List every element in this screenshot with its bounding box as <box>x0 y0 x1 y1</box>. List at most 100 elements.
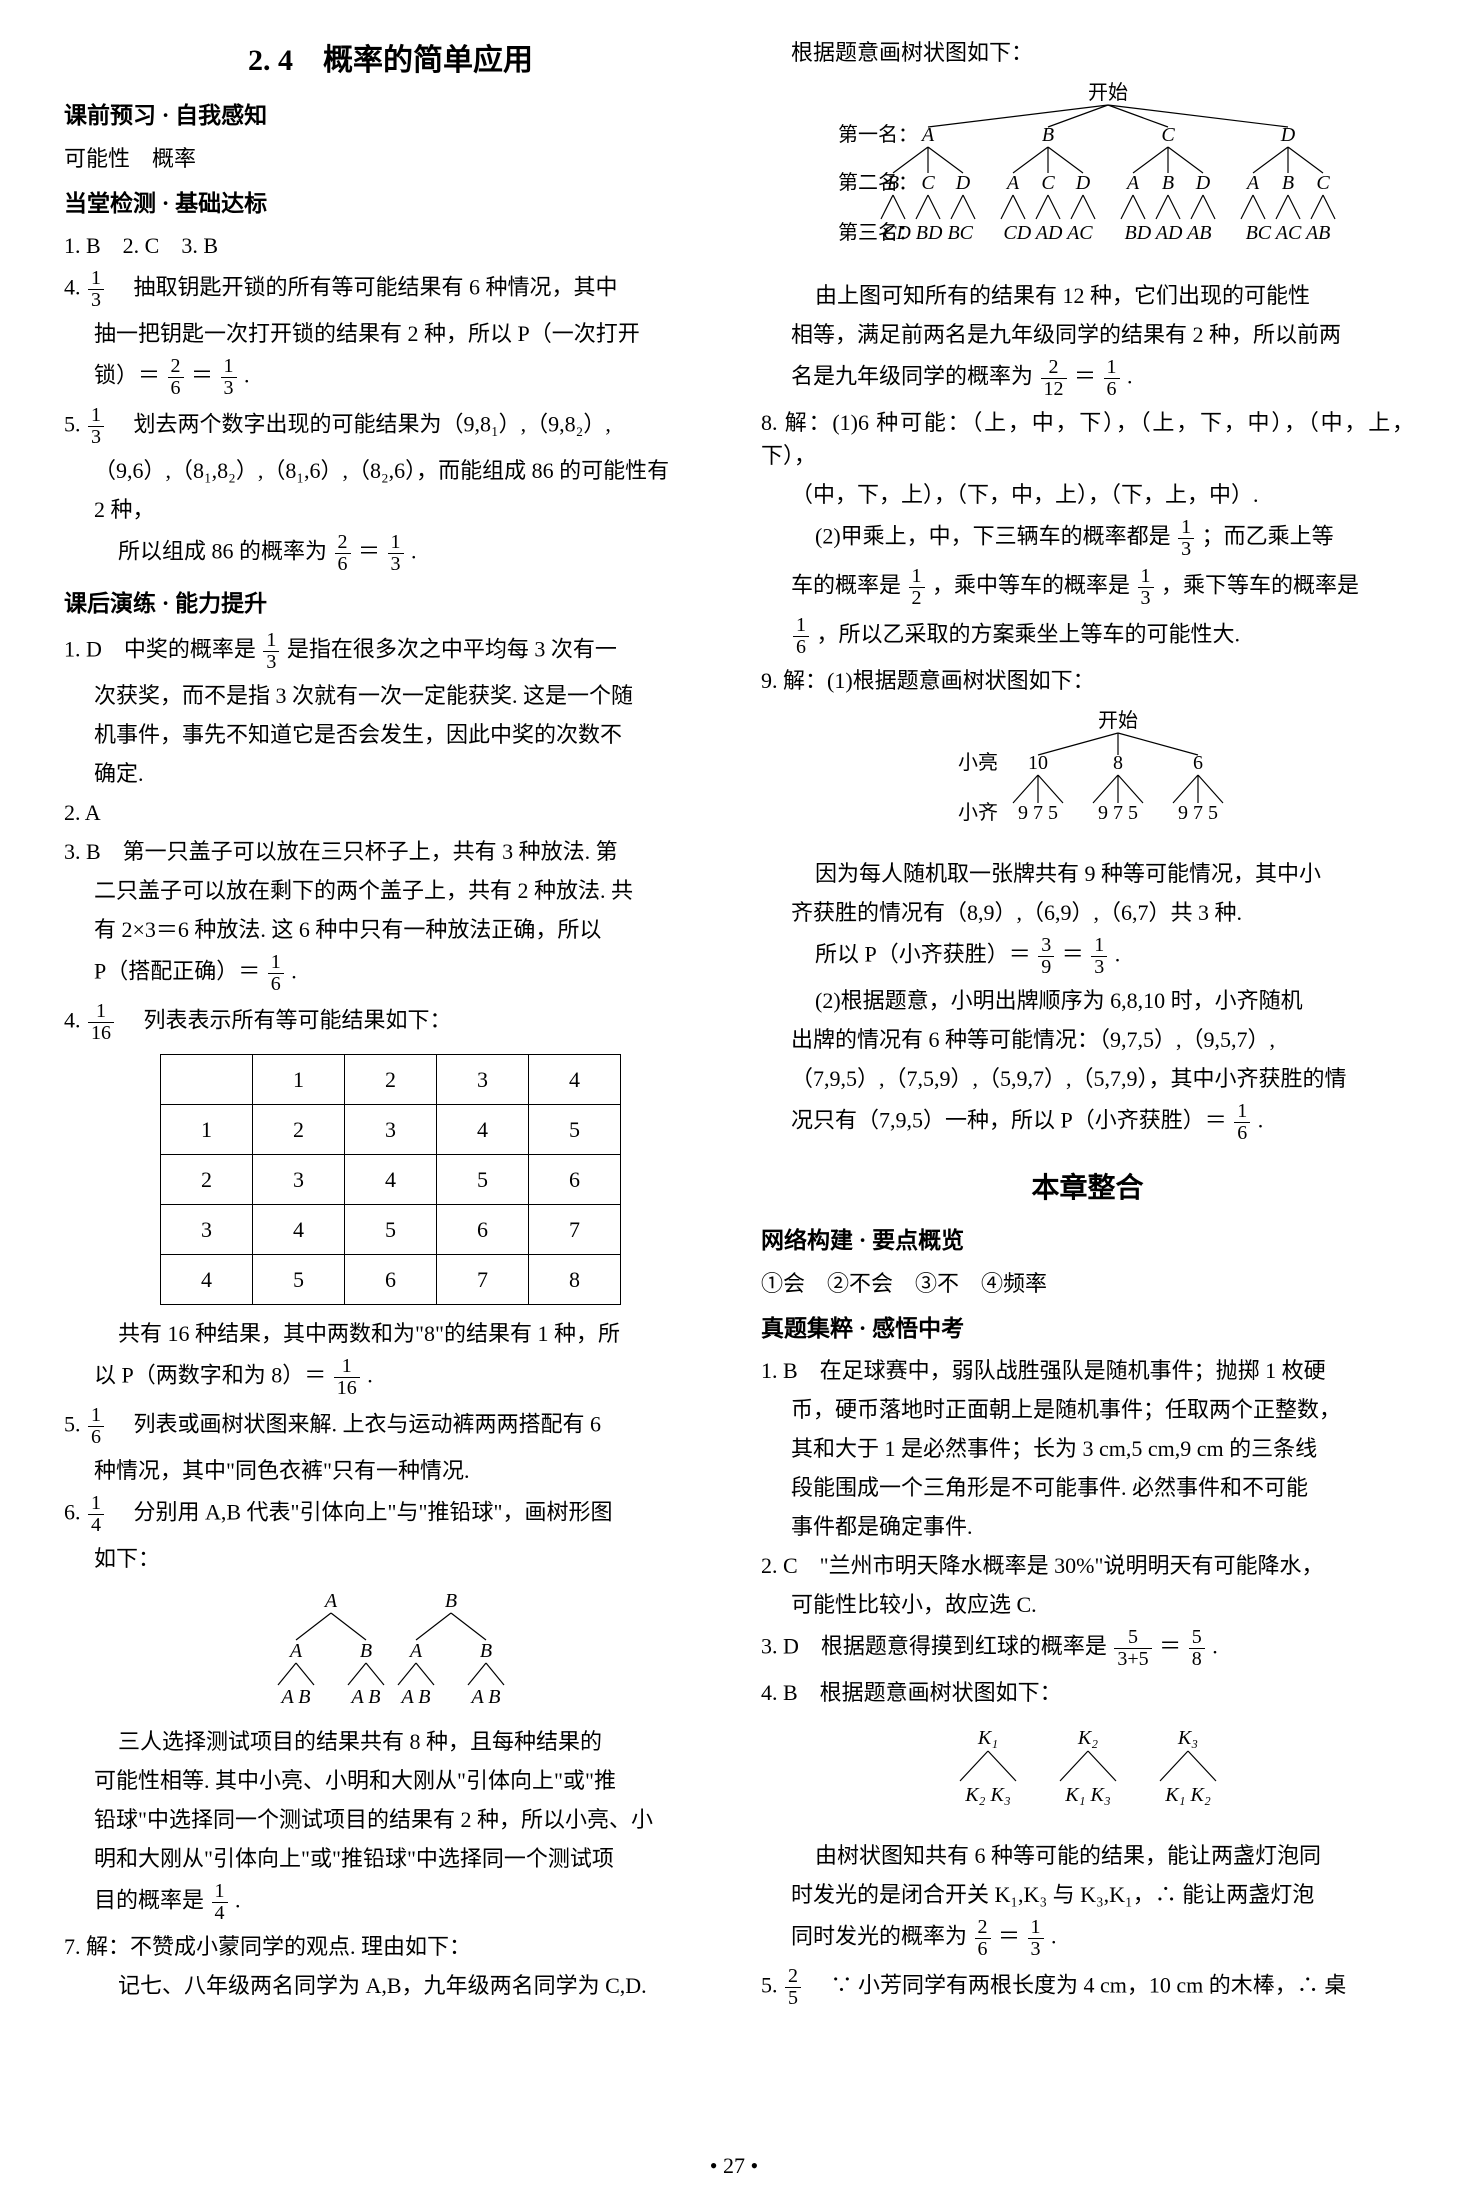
text: ＝ <box>191 363 213 388</box>
b5-prefix: 5. <box>761 1973 783 1998</box>
text: 相等，满足前两名是九年级同学的结果有 2 种，所以前两 <box>761 318 1414 351</box>
text: 因为每人随机取一张牌共有 9 种等可能情况，其中小 <box>761 857 1414 890</box>
table-cell: 7 <box>437 1254 529 1304</box>
fraction: 13 <box>221 356 237 399</box>
fraction: 26 <box>335 532 351 575</box>
table-cell: 8 <box>529 1254 621 1304</box>
text: 记七、八年级两名同学为 A,B，九年级两名同学为 C,D. <box>64 1969 717 2002</box>
svg-text:C: C <box>1161 124 1175 146</box>
text: (2)甲乘上，中，下三辆车的概率都是 <box>815 524 1171 549</box>
svg-text:B: B <box>479 1640 491 1662</box>
q5-line1: 5. 13 划去两个数字出现的可能结果为（9,8₁）,（9,8₂）, <box>64 405 717 448</box>
table-cell: 5 <box>529 1104 621 1154</box>
text: . <box>1258 1108 1264 1133</box>
q4-line3: 锁）＝ 26 ＝ 13 . <box>64 356 717 399</box>
svg-text:B: B <box>1041 124 1053 146</box>
text: 所以组成 86 的概率为 <box>118 539 327 564</box>
p5-line1: 5. 16 列表或画树状图来解. 上衣与运动裤两两搭配有 6 <box>64 1405 717 1448</box>
table-cell: 3 <box>253 1154 345 1204</box>
text: ，乘下等车的概率是 <box>1161 573 1359 598</box>
r8-line4: 车的概率是 12 ，乘中等车的概率是 13 ，乘下等车的概率是 <box>761 566 1414 609</box>
p6-line7: 目的概率是 14 . <box>64 1881 717 1924</box>
svg-text:BD AD AB: BD AD AB <box>1124 222 1211 244</box>
text: ＝ <box>1159 1634 1181 1659</box>
text: 三人选择测试项目的结果共有 8 种，且每种结果的 <box>64 1725 717 1758</box>
table-cell: 3 <box>161 1204 253 1254</box>
table-cell <box>161 1054 253 1104</box>
text: 种情况，其中"同色衣裤"只有一种情况. <box>64 1454 717 1487</box>
sec-head-network: 网络构建 · 要点概览 <box>761 1224 1414 1259</box>
text: 分别用 A,B 代表"引体向上"与"推铅球"，画树形图 <box>112 1499 613 1524</box>
text: ，所以乙采取的方案乘坐上等车的可能性大. <box>817 622 1241 647</box>
text: 机事件，事先不知道它是否会发生，因此中奖的次数不 <box>64 718 717 751</box>
q4-prefix: 4. <box>64 275 86 300</box>
svg-text:B: B <box>444 1590 456 1612</box>
sec-head-preview: 课前预习 · 自我感知 <box>64 99 717 134</box>
p4-line3: 以 P（两数字和为 8）＝ 116 . <box>64 1356 717 1399</box>
fraction: 13 <box>88 268 104 311</box>
text: . <box>1115 942 1121 967</box>
text: 如下： <box>64 1542 717 1575</box>
q5-line4: 所以组成 86 的概率为 26 ＝ 13 . <box>64 532 717 575</box>
text: . <box>1127 364 1133 389</box>
text: 名是九年级同学的概率为 <box>791 364 1033 389</box>
text: 有 2×3＝6 种放法. 这 6 种中只有一种放法正确，所以 <box>64 913 717 946</box>
fraction: 13 <box>388 532 404 575</box>
text: ∵ 小芳同学有两根长度为 4 cm，10 cm 的木棒，∴ 桌 <box>809 1973 1347 1998</box>
text: （中，下，上），（下，中，上），（下，上，中）. <box>761 478 1414 511</box>
fraction: 16 <box>1104 357 1120 400</box>
table-cell: 2 <box>161 1154 253 1204</box>
p6-line1: 6. 14 分别用 A,B 代表"引体向上"与"推铅球"，画树形图 <box>64 1493 717 1536</box>
svg-text:C: C <box>921 172 935 194</box>
table-cell: 3 <box>437 1054 529 1104</box>
table-cell: 2 <box>253 1104 345 1154</box>
svg-text:8: 8 <box>1113 752 1123 774</box>
svg-text:A: A <box>919 124 934 146</box>
table-cell: 7 <box>529 1204 621 1254</box>
svg-text:K₃: K₃ <box>1176 1727 1197 1749</box>
fraction: 26 <box>168 356 184 399</box>
text: 划去两个数字出现的可能结果为（9,8₁）,（9,8₂）, <box>112 412 611 437</box>
svg-text:A B: A B <box>279 1686 310 1708</box>
svg-text:K₁: K₁ <box>976 1727 997 1749</box>
text: ；而乙乘上等 <box>1202 524 1334 549</box>
svg-text:开始: 开始 <box>1098 709 1138 732</box>
fraction: 212 <box>1041 357 1067 400</box>
text: 根据题意画树状图如下： <box>761 36 1414 69</box>
text: 1. D 中奖的概率是 <box>64 636 256 661</box>
svg-text:小亮: 小亮 <box>958 751 998 774</box>
text: 可能性比较小，故应选 C. <box>761 1588 1414 1621</box>
p3-line4: P（搭配正确）＝ 16 . <box>64 952 717 995</box>
text: ＝ <box>1062 942 1084 967</box>
left-column: 2. 4 概率的简单应用 课前预习 · 自我感知 可能性 概率 当堂检测 · 基… <box>50 30 739 2015</box>
svg-text:D: D <box>1279 124 1295 146</box>
svg-text:B: B <box>886 172 898 194</box>
svg-text:A: A <box>1124 172 1139 194</box>
b4-line4: 同时发光的概率为 26 ＝ 13 . <box>761 1917 1414 1960</box>
table-cell: 4 <box>161 1254 253 1304</box>
fraction: 13 <box>88 405 104 448</box>
chapter-summary-title: 本章整合 <box>761 1168 1414 1210</box>
r9-line4: 所以 P（小齐获胜）＝ 39 ＝ 13 . <box>761 935 1414 978</box>
svg-text:D: D <box>954 172 970 194</box>
text: 1. B 在足球赛中，弱队战胜强队是随机事件；抛掷 1 枚硬 <box>761 1354 1414 1387</box>
text: 3. B 第一只盖子可以放在三只杯子上，共有 3 种放法. 第 <box>64 835 717 868</box>
q5-prefix: 5. <box>64 412 86 437</box>
table-cell: 3 <box>345 1104 437 1154</box>
fraction: 14 <box>212 1881 228 1924</box>
r8-line5: 16 ，所以乙采取的方案乘坐上等车的可能性大. <box>761 615 1414 658</box>
svg-text:A: A <box>1004 172 1019 194</box>
table-cell: 5 <box>253 1254 345 1304</box>
svg-text:C: C <box>1041 172 1055 194</box>
table-cell: 5 <box>437 1154 529 1204</box>
text: 锁）＝ <box>94 363 160 388</box>
text: 列表或画树状图来解. 上衣与运动裤两两搭配有 6 <box>112 1411 602 1436</box>
r4-line: 名是九年级同学的概率为 212 ＝ 16 . <box>761 357 1414 400</box>
fraction: 16 <box>268 952 284 995</box>
fraction: 14 <box>88 1493 104 1536</box>
fraction: 39 <box>1038 935 1054 978</box>
text: . <box>1051 1924 1057 1949</box>
r9-line8: 况只有（7,9,5）一种，所以 P（小齐获胜）＝ 16 . <box>761 1101 1414 1144</box>
fraction: 53+5 <box>1114 1627 1151 1670</box>
svg-text:C: C <box>1316 172 1330 194</box>
